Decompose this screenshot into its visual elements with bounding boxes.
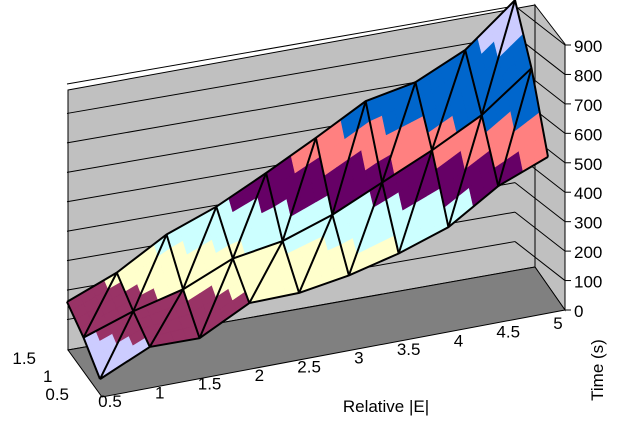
surface-mesh-line [347,182,384,276]
gridline [514,182,566,223]
gridline [514,5,566,46]
x-axis-title: Relative |E| [343,397,429,416]
surface-mesh-line [182,206,218,290]
y-tick-label: 800 [574,66,602,85]
x-tick-label: 4 [454,331,463,350]
x-tick-label: 2 [255,366,264,385]
surface-mesh-line [231,172,268,259]
x-tick-label: 3.5 [397,340,421,359]
surface-mesh-line [447,114,483,228]
surface-mesh-line [248,240,284,304]
surface-mesh-line [132,234,168,312]
y-tick-label: 700 [574,96,602,115]
surface-mesh-line [99,155,549,380]
y-tick-label: 300 [574,214,602,233]
surface-mesh-line [331,100,367,216]
surface-mesh-line [281,137,317,242]
y-tick-label: 0 [574,302,583,321]
surface-mesh-line [198,258,234,339]
surface-mesh-line [298,214,334,294]
gridline [66,34,516,114]
surface-mesh-line [99,310,135,380]
y-tick-label: 500 [574,155,602,174]
gridline [66,5,516,85]
surface-mesh-line [430,49,467,151]
z-tick-label: 1 [43,367,52,386]
gridline [514,241,566,281]
x-tick-label: 0.5 [98,392,122,411]
x-tick-label: 1 [155,383,164,402]
surface-mesh-line [480,0,516,116]
y-axis-title: Time (s) [588,339,607,401]
surface-mesh-line [82,272,118,339]
z-tick-label: 1.5 [12,349,36,368]
y-tick-label: 600 [574,125,602,144]
gridline [514,211,566,252]
surface-mesh-line [497,67,533,187]
x-tick-label: 5 [553,314,562,333]
surface-mesh-line [66,0,516,303]
surface-mesh-line [83,67,533,339]
y-tick-label: 900 [574,37,602,56]
x-tick-label: 1.5 [198,375,222,394]
y-tick-label: 200 [574,243,602,262]
z-tick-label: 0.5 [45,385,69,404]
surface [66,0,549,380]
y-tick-label: 400 [574,184,602,203]
y-tick-label: 100 [574,273,602,292]
x-tick-label: 3 [354,349,363,368]
surface-mesh-line [381,81,417,183]
surface-mesh-line [148,288,184,348]
x-tick-label: 4.5 [496,323,520,342]
x-tick-label: 2.5 [297,357,321,376]
surface-mesh-line [397,149,433,254]
